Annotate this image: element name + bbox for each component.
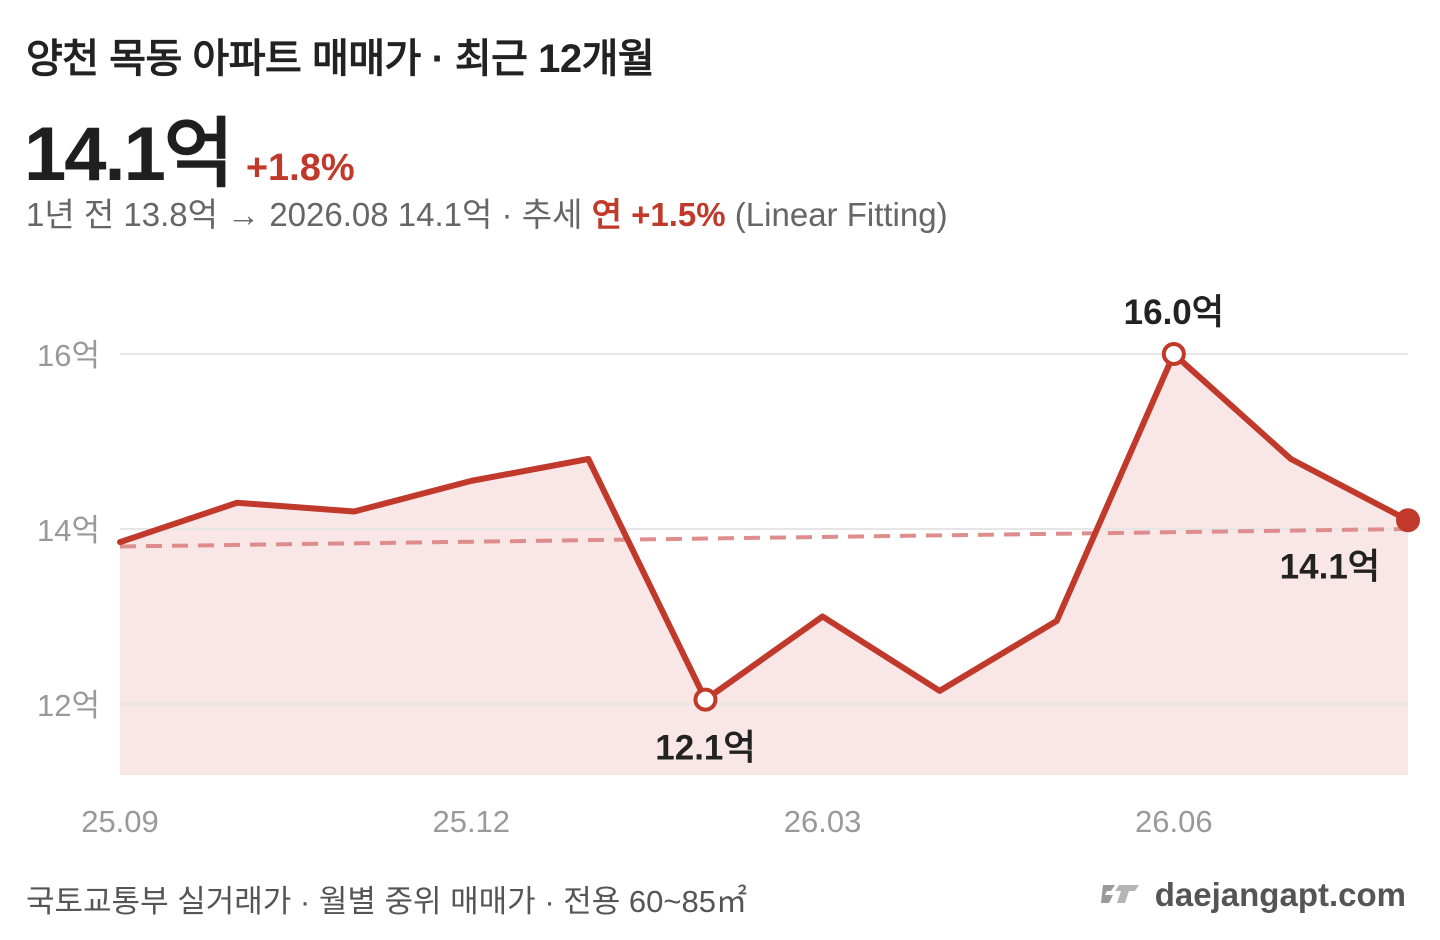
headline: 14.1억 +1.8%	[24, 92, 355, 202]
current-value: 14.1억	[24, 112, 234, 197]
brand: daejangapt.com	[1099, 876, 1406, 914]
data-label: 16.0억	[1124, 293, 1224, 332]
source-note: 국토교통부 실거래가 · 월별 중위 매매가 · 전용 60~85㎡	[26, 884, 747, 919]
x-tick-label: 25.09	[81, 804, 159, 839]
data-label: 14.1억	[1280, 547, 1380, 586]
y-tick-label: 14억	[37, 513, 100, 548]
summary-suffix: (Linear Fitting)	[725, 196, 948, 233]
summary-line: 1년 전 13.8억 → 2026.08 14.1억 · 추세 연 +1.5% …	[26, 188, 948, 236]
brand-name: daejangapt.com	[1154, 876, 1406, 913]
data-label: 12.1억	[655, 729, 755, 768]
y-tick-label: 16억	[37, 338, 100, 373]
area-fill	[120, 354, 1408, 775]
trend-line	[119, 527, 1409, 549]
extreme-point-marker	[1161, 342, 1186, 366]
summary-prefix: 1년 전 13.8억 → 2026.08 14.1억 · 추세	[26, 196, 592, 233]
series-line	[117, 351, 1411, 703]
change-badge: +1.8%	[245, 147, 355, 189]
extreme-point-marker	[693, 687, 718, 712]
y-tick-label: 12억	[37, 688, 100, 723]
end-point-marker	[1396, 508, 1420, 533]
x-tick-label: 26.03	[784, 804, 862, 839]
brand-logo-icon	[1100, 885, 1139, 903]
chart-title: 양천 목동 아파트 매매가 · 최근 12개월	[26, 37, 655, 81]
x-tick-label: 25.12	[432, 804, 510, 839]
trend-word: 연	[591, 196, 622, 233]
trend-value: +1.5%	[631, 196, 726, 233]
x-tick-label: 26.06	[1135, 804, 1213, 839]
